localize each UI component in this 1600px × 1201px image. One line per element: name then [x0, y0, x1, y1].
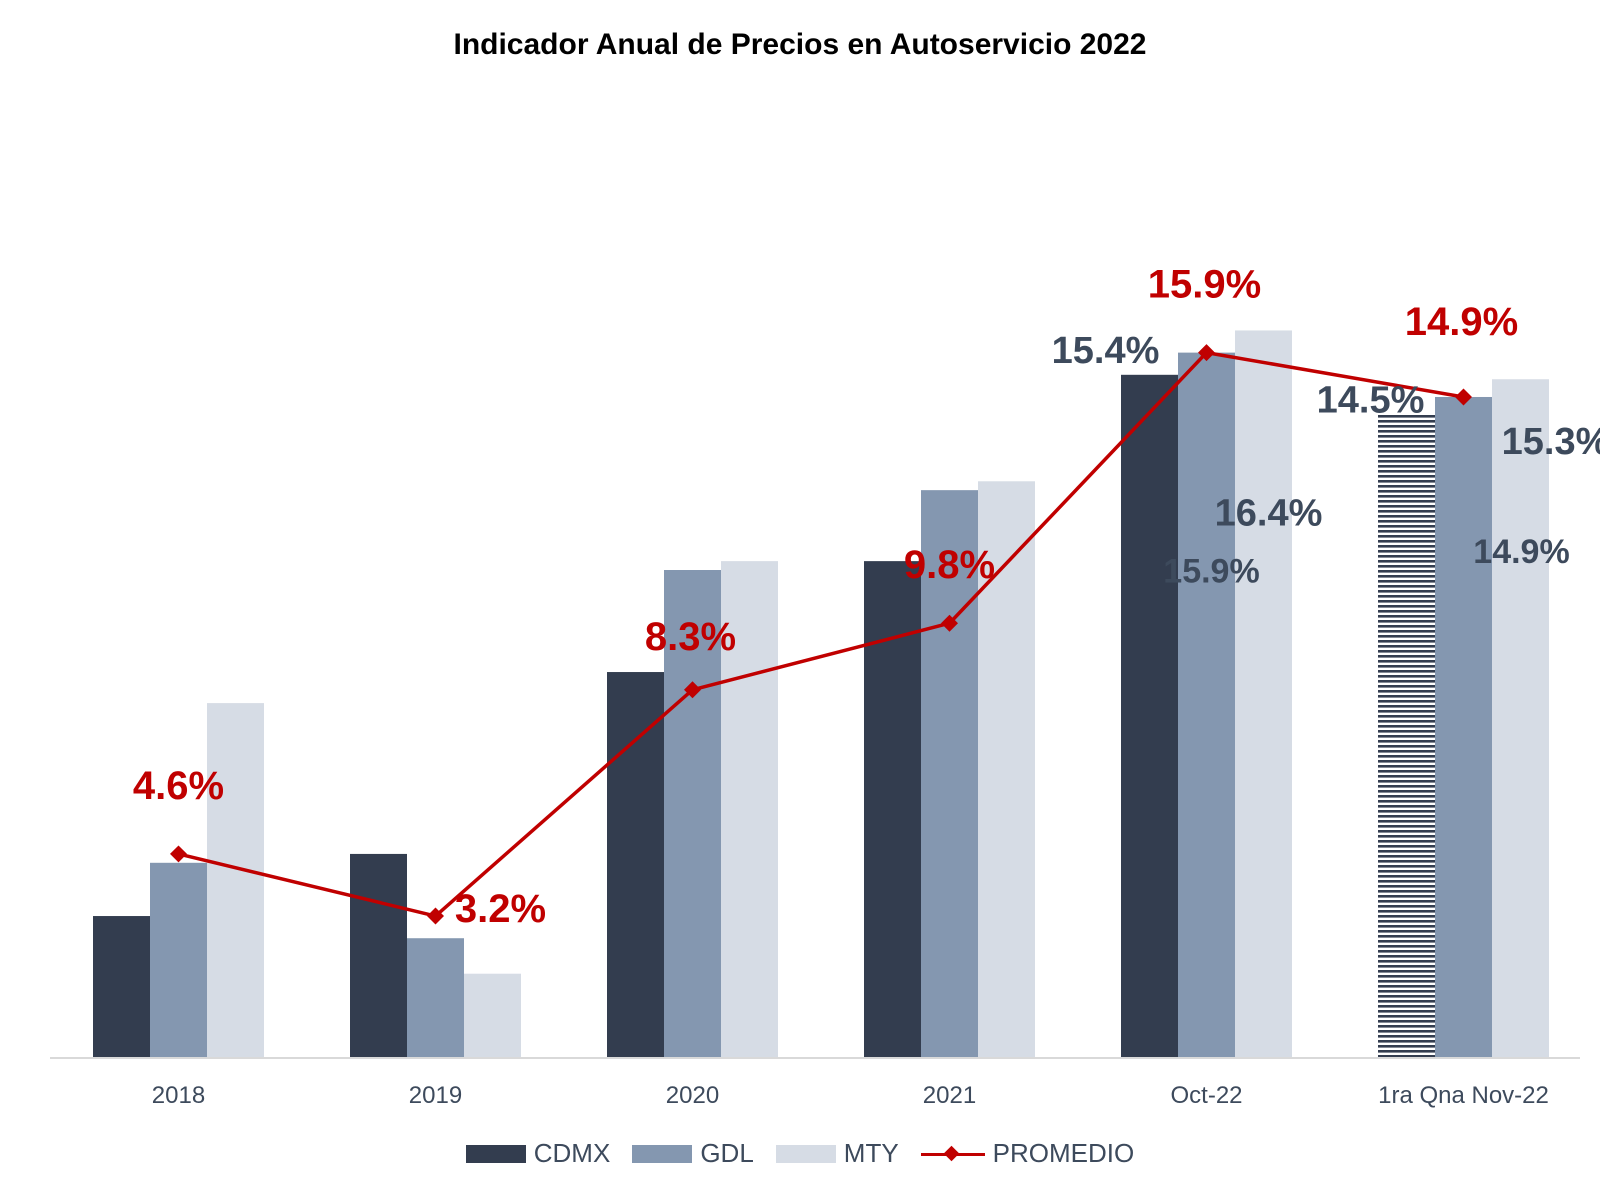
legend-item-gdl: GDL [632, 1138, 754, 1169]
bar-data-label-cdmx: 14.5% [1317, 380, 1425, 422]
legend-label-cdmx: CDMX [533, 1138, 611, 1168]
bars-layer [93, 330, 1549, 1059]
bar-cdmx-oct-22 [1121, 374, 1178, 1058]
bar-data-label-cdmx: 15.4% [1052, 330, 1160, 372]
x-tick-label: 2020 [666, 1082, 719, 1109]
promedio-data-label: 14.9% [1405, 300, 1518, 344]
promedio-point-2018 [170, 845, 187, 863]
promedio-data-label: 15.9% [1148, 263, 1261, 307]
legend-label-mty: MTY [843, 1138, 899, 1168]
promedio-point-2020 [684, 681, 701, 699]
promedio-data-label: 9.8% [904, 543, 995, 587]
bar-mty-2021 [978, 481, 1035, 1059]
x-tick-label: 2019 [409, 1082, 462, 1109]
legend-item-cdmx: CDMX [465, 1138, 611, 1169]
x-tick-labels: 2018 2019 2020 2021 Oct-22 1ra Qna Nov-22 [152, 1082, 1549, 1109]
bar-data-label-mty: 16.4% [1215, 492, 1323, 534]
promedio-data-label: 4.6% [133, 764, 224, 808]
legend-line-marker-promedio [920, 1145, 985, 1163]
legend: CDMX GDL MTY PROMEDIO [0, 1138, 1600, 1169]
bar-gdl-oct-22 [1178, 352, 1235, 1059]
legend-swatch-gdl [632, 1144, 693, 1163]
legend-label-gdl: GDL [700, 1138, 754, 1168]
chart-title: Indicador Anual de Precios en Autoservic… [453, 28, 1147, 61]
promedio-data-label: 8.3% [645, 615, 736, 659]
bar-cdmx-2018 [93, 916, 150, 1058]
x-tick-label: 2018 [152, 1082, 205, 1109]
bar-data-label-gdl: 14.9% [1473, 533, 1569, 571]
bar-mty-2018 [207, 703, 264, 1058]
bar-gdl-2018 [150, 862, 207, 1058]
bar-cdmx-1ra-qna-nov-22 [1378, 414, 1435, 1058]
bar-gdl-2021 [921, 490, 978, 1058]
bar-cdmx-2021 [864, 561, 921, 1058]
bar-data-label-mty: 15.3% [1502, 421, 1600, 463]
legend-item-promedio: PROMEDIO [920, 1138, 1135, 1169]
promedio-data-label: 3.2% [455, 887, 546, 931]
promedio-line [178, 350, 1464, 918]
x-tick-label: 1ra Qna Nov-22 [1378, 1082, 1549, 1109]
bar-cdmx-2020 [607, 672, 664, 1058]
bar-mty-1ra-qna-nov-22 [1492, 379, 1549, 1059]
legend-label-promedio: PROMEDIO [992, 1138, 1135, 1168]
legend-item-mty: MTY [775, 1138, 899, 1169]
bar-gdl-2020 [664, 570, 721, 1058]
x-tick-label: Oct-22 [1170, 1082, 1242, 1109]
legend-swatch-cdmx [465, 1144, 526, 1163]
promedio-point-2019 [427, 907, 444, 925]
bar-mty-2020 [721, 561, 778, 1058]
bar-mty-2019 [464, 973, 521, 1058]
x-tick-label: 2021 [923, 1082, 976, 1109]
bar-data-label-gdl: 15.9% [1163, 553, 1259, 591]
bar-cdmx-2019 [350, 853, 407, 1058]
data-labels-layer: 4.6% 3.2% 8.3% 9.8% 15.9% 14.9% 15.4% 15.9% 16.4… [133, 263, 1600, 931]
bar-gdl-2019 [407, 938, 464, 1058]
bar-mty-oct-22 [1235, 330, 1292, 1058]
bar-gdl-1ra-qna-nov-22 [1435, 396, 1492, 1058]
promedio-point-2021 [941, 614, 958, 632]
legend-swatch-mty [775, 1144, 836, 1163]
